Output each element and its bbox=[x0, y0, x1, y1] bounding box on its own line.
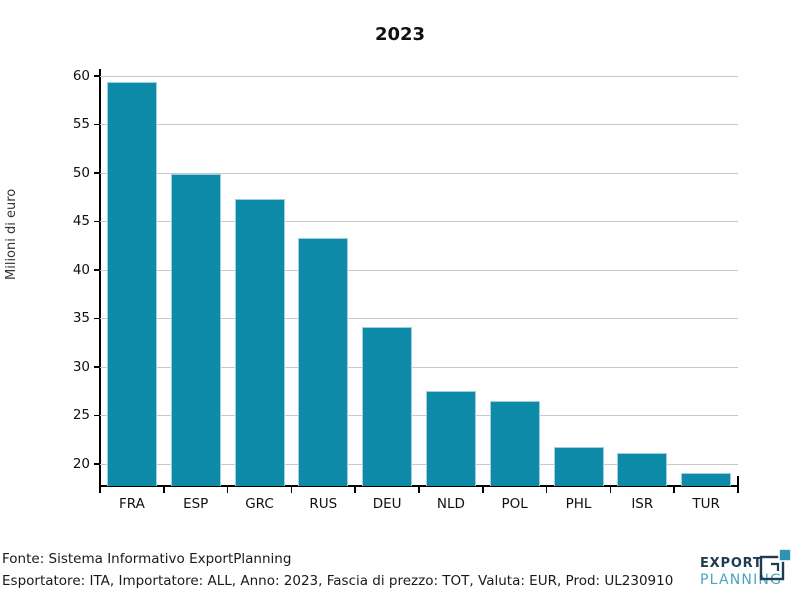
x-tick-mark-10 bbox=[737, 487, 739, 493]
x-axis-end-tick bbox=[737, 476, 739, 486]
bar-phl bbox=[553, 447, 604, 486]
x-tick-label-rus: RUS bbox=[309, 496, 338, 512]
bar-fra bbox=[106, 81, 157, 486]
gridline-y-50 bbox=[100, 172, 738, 174]
x-tick-mark-7 bbox=[545, 487, 548, 493]
x-tick-mark-9 bbox=[673, 487, 675, 493]
x-tick-label-grc: GRC bbox=[245, 496, 274, 512]
y-tick-mark-30 bbox=[94, 366, 100, 368]
y-tick-mark-25 bbox=[94, 414, 100, 417]
bar-rus bbox=[298, 237, 349, 486]
chart-title: 2023 bbox=[374, 24, 426, 45]
bar-deu bbox=[362, 326, 413, 486]
y-tick-label-35: 35 bbox=[72, 310, 90, 327]
footer-params-line: Esportatore: ITA, Importatore: ALL, Anno… bbox=[2, 573, 674, 589]
gridline-y-55 bbox=[100, 124, 738, 126]
y-axis-title: Milioni di euro bbox=[4, 188, 19, 280]
bar-grc bbox=[234, 198, 285, 486]
x-tick-mark-6 bbox=[482, 487, 484, 493]
x-tick-label-isr: ISR bbox=[631, 496, 654, 512]
bar-pol bbox=[489, 400, 540, 486]
gridline-y-25 bbox=[100, 415, 738, 417]
gridline-y-60 bbox=[100, 75, 738, 77]
gridline-y-30 bbox=[100, 366, 738, 368]
x-tick-mark-2 bbox=[226, 487, 229, 493]
footer: Fonte: Sistema Informativo ExportPlannin… bbox=[2, 548, 673, 592]
y-tick-mark-50 bbox=[94, 172, 100, 174]
x-axis-spine bbox=[99, 485, 739, 487]
plot-area: 20 25 30 35 40 45 50 55 60 FRA ESP GRC RUS DEU NLD POL P… bbox=[73, 68, 739, 512]
y-tick-label-45: 45 bbox=[72, 213, 90, 230]
x-tick-label-nld: NLD bbox=[436, 496, 465, 512]
y-tick-mark-40 bbox=[94, 269, 100, 271]
y-tick-label-55: 55 bbox=[72, 116, 90, 133]
y-tick-mark-20 bbox=[94, 463, 100, 465]
y-tick-label-50: 50 bbox=[72, 164, 90, 181]
bar-tur bbox=[681, 473, 732, 486]
exportplanning-logo: EXPORT PLANNING bbox=[700, 548, 792, 590]
x-tick-mark-4 bbox=[354, 487, 356, 493]
footer-source-line: Fonte: Sistema Informativo ExportPlannin… bbox=[2, 551, 292, 567]
x-tick-mark-1 bbox=[163, 487, 165, 493]
gridline-y-20 bbox=[100, 463, 738, 465]
logo-word-export: EXPORT bbox=[700, 556, 763, 571]
y-tick-mark-60 bbox=[94, 75, 100, 77]
y-tick-label-40: 40 bbox=[72, 261, 90, 278]
x-tick-label-phl: PHL bbox=[565, 496, 592, 512]
x-tick-label-fra: FRA bbox=[118, 496, 145, 512]
y-tick-label-20: 20 bbox=[72, 455, 90, 472]
gridline-y-35 bbox=[100, 318, 738, 320]
exportplanning-logo-icon bbox=[759, 548, 792, 581]
bar-nld bbox=[425, 390, 476, 486]
bar-isr bbox=[617, 453, 668, 486]
y-tick-mark-35 bbox=[94, 317, 100, 320]
gridline-y-40 bbox=[100, 269, 738, 271]
x-tick-mark-0 bbox=[99, 487, 101, 493]
x-tick-label-esp: ESP bbox=[183, 496, 209, 512]
x-tick-label-tur: TUR bbox=[692, 496, 720, 512]
y-tick-label-30: 30 bbox=[72, 358, 90, 375]
x-tick-label-pol: POL bbox=[501, 496, 528, 512]
x-tick-label-deu: DEU bbox=[372, 496, 402, 512]
bar-esp bbox=[170, 173, 221, 486]
x-tick-mark-3 bbox=[290, 487, 293, 493]
y-axis-spine bbox=[99, 69, 101, 487]
y-tick-label-60: 60 bbox=[72, 67, 90, 84]
y-tick-mark-45 bbox=[94, 220, 100, 223]
x-tick-mark-5 bbox=[418, 487, 420, 493]
y-tick-label-25: 25 bbox=[72, 407, 90, 424]
y-tick-mark-55 bbox=[94, 123, 100, 126]
x-tick-mark-8 bbox=[609, 487, 612, 493]
gridline-y-45 bbox=[100, 221, 738, 223]
